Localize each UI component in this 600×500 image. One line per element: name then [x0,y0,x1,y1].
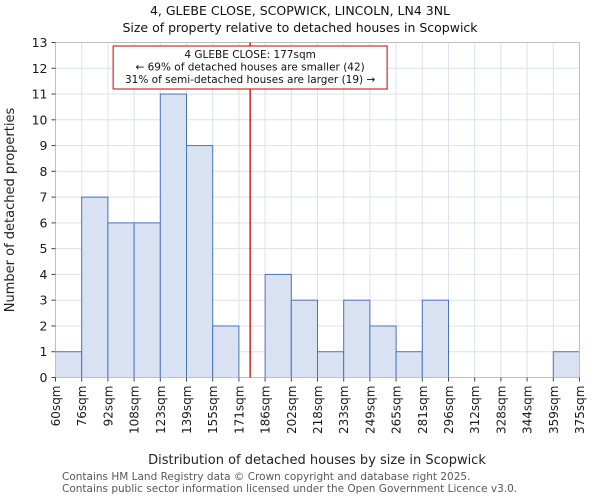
x-tick-label: 108sqm [128,386,142,434]
bar [552,351,580,379]
x-tick-label: 171sqm [232,386,246,434]
chart-title: 4, GLEBE CLOSE, SCOPWICK, LINCOLN, LN4 3… [150,3,450,18]
y-tick-label: 0 [40,370,48,385]
y-tick-label: 8 [40,164,48,179]
y-tick-label: 12 [32,61,48,76]
y-tick-label: 9 [40,138,48,153]
bar [290,299,318,379]
x-tick-label: 359sqm [547,386,561,434]
y-tick-label: 4 [40,267,48,282]
x-tick-label: 139sqm [180,386,194,434]
y-tick-label: 5 [40,241,48,256]
x-tick-label: 186sqm [259,386,273,434]
footer-line-1: Contains HM Land Registry data © Crown c… [62,471,470,483]
x-tick-label: 92sqm [101,386,115,427]
y-tick-label: 11 [32,87,48,102]
bar [369,325,397,379]
x-tick-label: 312sqm [468,386,482,434]
bar [212,325,240,379]
bar [343,299,371,379]
x-tick-label: 155sqm [206,386,220,434]
x-tick-label: 265sqm [390,386,404,434]
bar [186,145,214,378]
y-tick-label: 1 [40,344,48,359]
annotation-box [112,45,388,90]
annotation-line-2: ← 69% of detached houses are smaller (42… [135,62,364,74]
bar [264,273,292,378]
x-tick-label: 344sqm [521,386,535,434]
x-tick-label: 76sqm [75,386,89,427]
bar [317,351,345,379]
x-tick-label: 218sqm [311,386,325,434]
bar [395,351,423,379]
x-tick-label: 375sqm [573,386,587,434]
annotation-line-3: 31% of semi-detached houses are larger (… [125,74,376,86]
x-tick-label: 233sqm [337,386,351,434]
bar [55,351,83,379]
bar [159,93,188,379]
x-tick-label: 281sqm [416,386,430,434]
x-tick-label: 249sqm [363,386,377,434]
x-tick-label: 202sqm [285,386,299,434]
annotation-line-1: 4 GLEBE CLOSE: 177sqm [184,49,315,61]
x-tick-label: 60sqm [49,386,63,427]
y-tick-label: 6 [40,215,48,230]
footer-line-2: Contains public sector information licen… [62,483,517,495]
bar [107,222,135,378]
bar [81,196,109,378]
x-axis-label: Distribution of detached houses by size … [148,453,486,468]
y-tick-label: 2 [40,318,48,333]
y-axis-label: Number of detached properties [3,108,18,313]
x-tick-label: 296sqm [442,386,456,434]
bar [421,299,449,379]
chart-subtitle: Size of property relative to detached ho… [122,20,478,35]
y-tick-label: 13 [32,35,48,50]
y-tick-label: 10 [32,112,48,127]
bar [133,222,161,378]
y-tick-label: 7 [40,190,48,205]
y-tick-label: 3 [40,293,48,308]
x-tick-label: 123sqm [154,386,168,434]
x-tick-label: 328sqm [494,386,508,434]
